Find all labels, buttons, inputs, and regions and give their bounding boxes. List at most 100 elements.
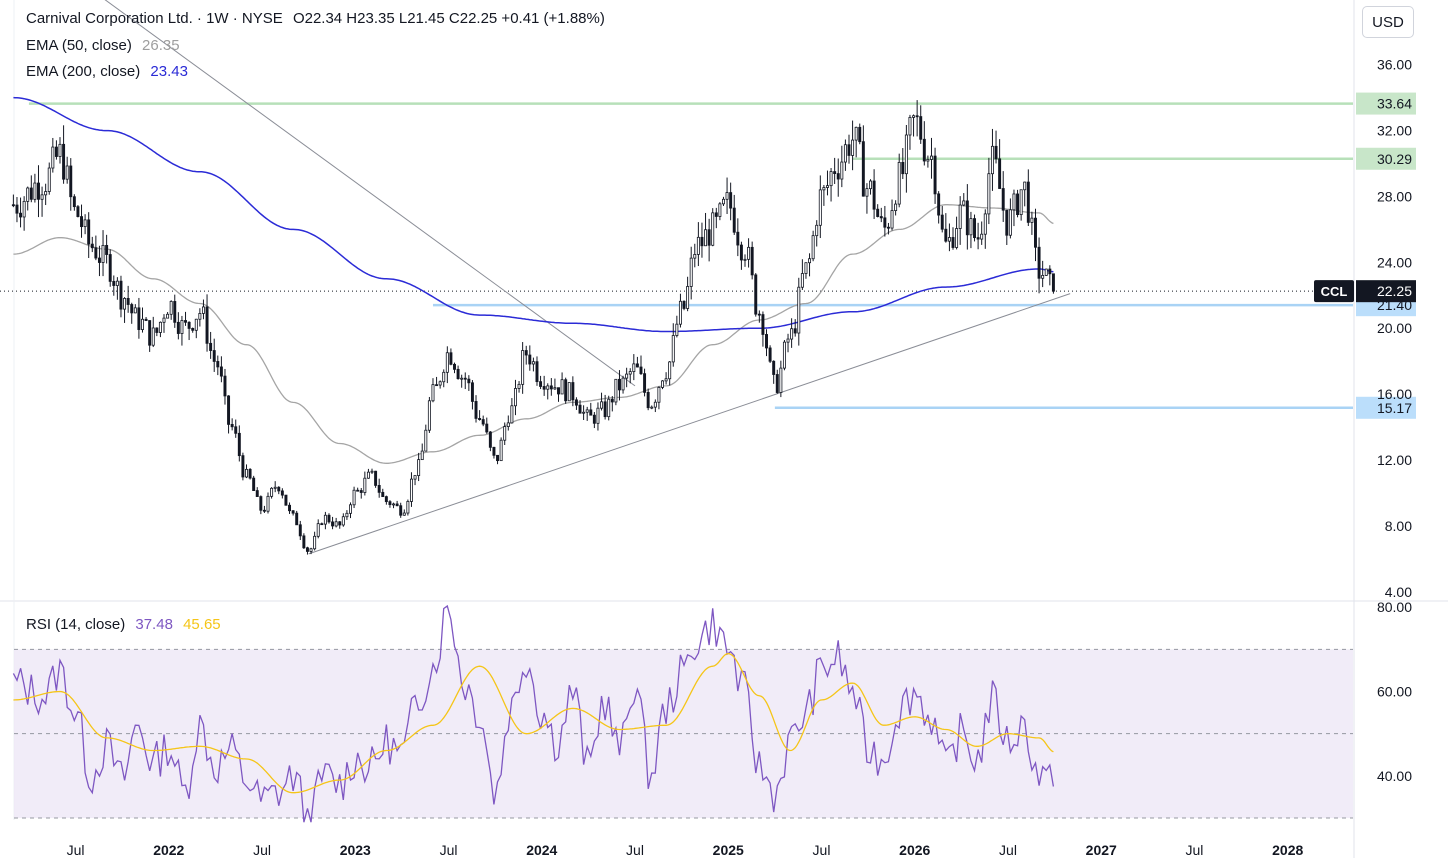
candle-body [1005, 209, 1009, 236]
rsi-label: RSI (14, close) [26, 616, 126, 633]
candle-body [227, 395, 231, 425]
candle-body [352, 489, 356, 506]
candle-body [1030, 217, 1034, 223]
time-tick-label: Jul [813, 842, 831, 858]
candle-body [829, 171, 833, 187]
candle-body [255, 490, 259, 497]
candle-body [384, 496, 388, 503]
candle-body [696, 236, 700, 255]
candle-body [108, 254, 112, 282]
candle-body [969, 218, 973, 236]
candle-body [141, 318, 144, 330]
candle-body [1008, 209, 1012, 236]
candle-body [305, 547, 309, 552]
candle-body [295, 512, 299, 526]
candle-body [847, 144, 851, 156]
candle-body [273, 486, 277, 489]
candle-body [277, 486, 281, 492]
candle-body [574, 399, 578, 406]
candle-body [370, 470, 374, 473]
candle-body [833, 171, 837, 174]
candle-body [485, 423, 489, 433]
candle-body [775, 374, 779, 393]
candle-body [1041, 275, 1045, 279]
candle-body [126, 298, 130, 305]
candle-body [83, 219, 87, 228]
candle-body [682, 300, 686, 309]
candle-body [578, 404, 582, 414]
ticker-label: CCL [1321, 284, 1348, 299]
candle-body [757, 313, 761, 316]
candle-body [553, 387, 557, 390]
candle-body [65, 165, 69, 180]
candle-body [739, 244, 743, 261]
candle-body [499, 439, 503, 462]
candle-body [381, 491, 385, 498]
candle-body [194, 318, 198, 331]
candle-body [564, 379, 568, 402]
candle-body [890, 210, 894, 229]
candle-body [786, 338, 790, 343]
rsi-legend[interactable]: RSI (14, close) 37.48 45.65 [26, 616, 221, 633]
time-tick-label: Jul [253, 842, 271, 858]
price-level-label: 33.64 [1377, 96, 1412, 112]
ema50-legend[interactable]: EMA (50, close) 26.35 [26, 37, 180, 54]
price-tick-label: 20.00 [1377, 320, 1412, 336]
candle-body [510, 405, 514, 424]
candle-body [797, 286, 801, 334]
candle-body [1012, 193, 1016, 211]
candle-body [732, 207, 736, 233]
candle-body [625, 373, 629, 379]
candle-body [155, 327, 159, 333]
candle-body [818, 189, 822, 226]
candle-body [409, 478, 413, 502]
candle-body [298, 524, 302, 537]
candle-body [617, 378, 621, 391]
candle-body [858, 126, 862, 143]
candle-body [420, 450, 424, 461]
candle-body [417, 459, 421, 476]
candle-body [302, 535, 306, 549]
candle-body [58, 143, 62, 157]
currency-button[interactable]: USD [1362, 6, 1414, 38]
candle-body [711, 212, 715, 246]
candle-body [650, 406, 654, 409]
candle-body [904, 134, 908, 175]
candle-body [331, 521, 335, 527]
candle-body [922, 138, 926, 162]
candle-body [33, 182, 37, 200]
candle-body [424, 429, 428, 452]
candle-body [886, 226, 890, 229]
price-level-tag [1356, 147, 1416, 170]
candle-body [334, 521, 338, 527]
candle-body [259, 496, 263, 511]
rsi-tick-label: 40.00 [1377, 768, 1412, 784]
candle-body [782, 341, 786, 369]
candle-body [180, 320, 184, 334]
candle-body [990, 145, 994, 175]
candle-body [754, 274, 758, 315]
candle-body [97, 257, 101, 263]
price-tick-label: 16.00 [1377, 386, 1412, 402]
candle-body [47, 167, 51, 192]
candle-body [1048, 268, 1052, 275]
symbol-title: Carnival Corporation Ltd. · 1W · NYSE [26, 10, 283, 27]
ema200-legend[interactable]: EMA (200, close) 23.43 [26, 63, 188, 80]
candle-body [87, 219, 91, 245]
candle-body [998, 158, 1002, 189]
candle-body [54, 146, 58, 157]
candle-body [503, 426, 507, 441]
candle-body [19, 212, 23, 218]
candle-body [216, 361, 220, 368]
candle-body [151, 327, 155, 346]
candle-body [915, 115, 919, 118]
candle-body [173, 301, 177, 323]
candle-body [557, 387, 560, 395]
candle-body [280, 490, 284, 496]
candle-body [112, 280, 116, 286]
candle-body [366, 471, 370, 479]
candle-body [804, 262, 808, 274]
candle-body [105, 244, 109, 255]
